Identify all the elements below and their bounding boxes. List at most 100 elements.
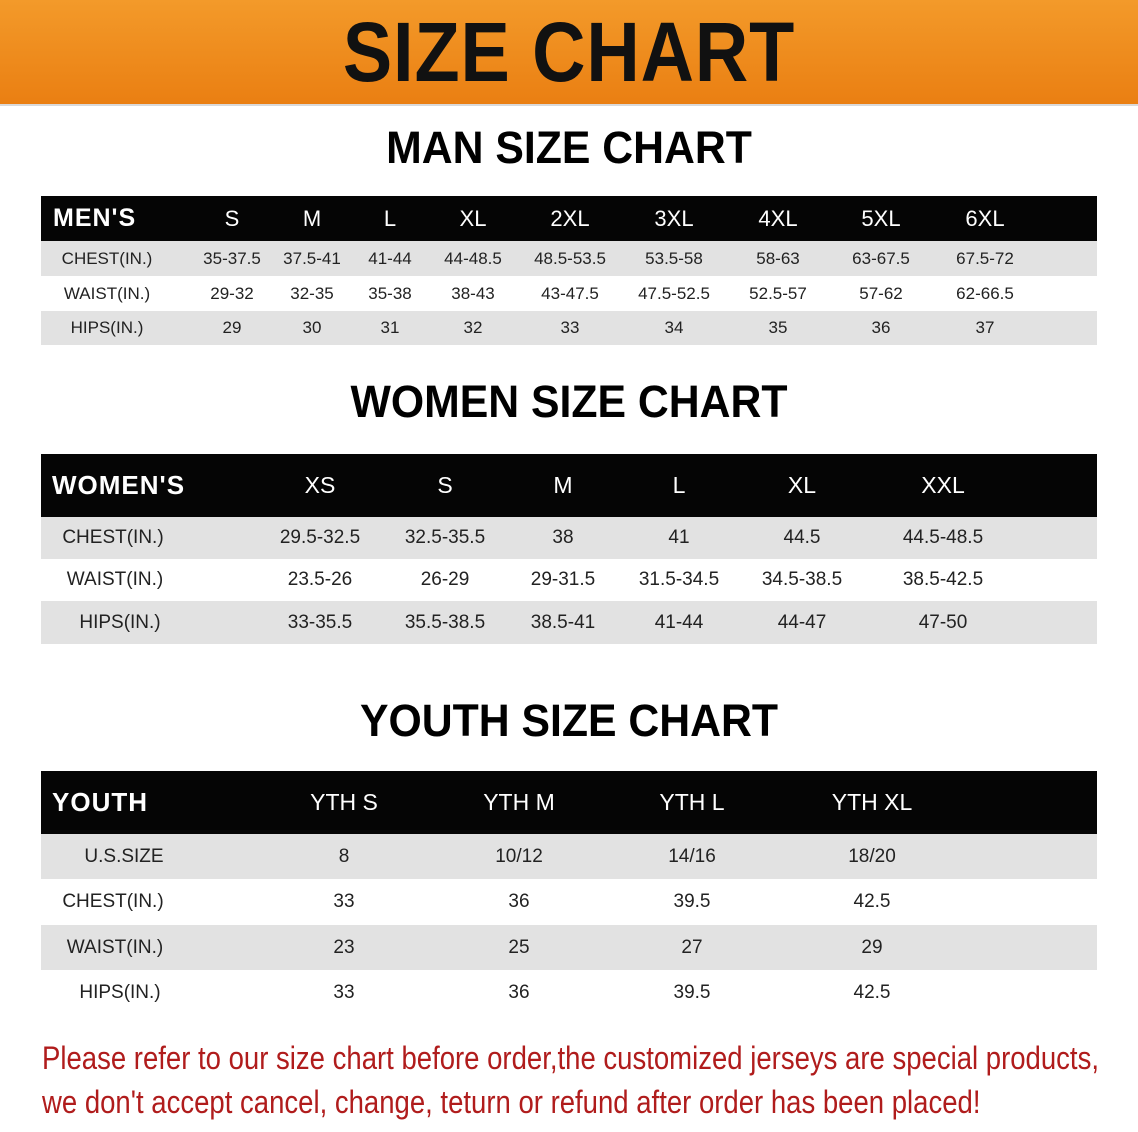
measurement-value: 53.5-58 [645,249,703,268]
order-notice: Please refer to our size chart before or… [42,1036,1099,1124]
size-column-header: 6XL [965,206,1005,231]
measurement-value: 8 [338,846,350,867]
measurement-value: 36 [871,318,891,337]
size-column-header: M [553,472,573,498]
measurement-value: 63-67.5 [852,249,910,268]
measurement-value: 38.5-41 [530,612,596,633]
banner-title: SIZE CHART [342,5,796,99]
measurement-value: 18/20 [848,846,896,867]
table-row: CHEST(IN.) 29.5-32.5 32.5-35.5 38 41 44.5 44.5… [41,517,1097,559]
measurement-value: 44-48.5 [444,249,502,268]
measurement-label: U.S.SIZE [84,846,164,867]
measurement-value: 32 [463,318,483,337]
size-column-header: XS [304,472,336,498]
youth-header-row: YOUTH YTH S YTH M YTH L YTH XL [41,771,1097,834]
measurement-value: 31.5-34.5 [638,569,720,590]
measurement-value: 37 [975,318,995,337]
size-column-header: 2XL [550,206,590,231]
table-row: WAIST(IN.) 29-32 32-35 35-38 38-43 43-47.5 47.… [41,276,1097,311]
measurement-value: 47.5-52.5 [638,284,710,303]
size-column-header: XL [459,206,487,231]
measurement-value: 35-38 [368,284,412,303]
notice-line-1: Please refer to our size chart before or… [42,1040,1099,1076]
measurement-value: 37.5-41 [283,249,341,268]
measurement-value: 39.5 [673,982,711,1003]
measurement-value: 33 [333,891,355,912]
table-row: CHEST(IN.) 33 36 39.5 42.5 [41,879,1097,925]
measurement-value: 31 [380,318,400,337]
size-column-header: XXL [921,472,965,498]
measurement-value: 43-47.5 [541,284,599,303]
measurement-value: 42.5 [853,891,891,912]
measurement-value: 41-44 [368,249,412,268]
measurement-value: 29 [222,318,242,337]
measurement-value: 39.5 [673,891,711,912]
notice-line-2: we don't accept cancel, change, teturn o… [42,1084,981,1120]
measurement-label: WAIST(IN.) [63,284,151,303]
measurement-value: 33 [560,318,580,337]
men-size-table: MEN'S S M L XL 2XL 3XL 4XL 5XL 6XL CHEST(IN.) 35-37… [41,196,1097,345]
table-row: WAIST(IN.) 23 25 27 29 [41,925,1097,970]
measurement-value: 34.5-38.5 [761,569,843,590]
table-corner-label: MEN'S [53,204,137,232]
measurement-value: 41 [668,527,690,548]
measurement-value: 35 [768,318,788,337]
measurement-value: 29-31.5 [530,569,596,590]
measurement-value: 36 [508,982,530,1003]
men-section-title: MAN SIZE CHART [386,122,752,173]
measurement-value: 35.5-38.5 [404,612,486,633]
measurement-value: 23 [333,937,355,958]
size-column-header: YTH L [659,789,725,815]
measurement-value: 52.5-57 [749,284,807,303]
size-column-header: 3XL [654,206,694,231]
size-column-header: 4XL [758,206,798,231]
measurement-value: 44.5 [783,527,821,548]
measurement-value: 25 [508,937,530,958]
youth-section-title: YOUTH SIZE CHART [359,695,778,746]
measurement-label: CHEST(IN.) [62,527,164,548]
measurement-value: 57-62 [859,284,903,303]
measurement-value: 42.5 [853,982,891,1003]
measurement-value: 67.5-72 [956,249,1014,268]
measurement-value: 44.5-48.5 [902,527,984,548]
women-size-table: WOMEN'S XS S M L XL XXL CHEST(IN.) 29.5-32.5 32.5… [41,454,1097,644]
table-row: CHEST(IN.) 35-37.5 37.5-41 41-44 44-48.5 48.5… [41,241,1097,276]
measurement-value: 33-35.5 [287,612,353,633]
table-corner-label: YOUTH [52,787,148,817]
measurement-value: 36 [508,891,530,912]
table-row: WAIST(IN.) 23.5-26 26-29 29-31.5 31.5-34.5 34… [41,559,1097,601]
measurement-label: WAIST(IN.) [66,569,164,590]
measurement-value: 48.5-53.5 [534,249,606,268]
size-column-header: YTH XL [831,789,913,815]
measurement-value: 44-47 [777,612,827,633]
measurement-value: 32-35 [290,284,334,303]
measurement-value: 23.5-26 [287,569,353,590]
measurement-label: WAIST(IN.) [66,937,164,958]
table-corner-label: WOMEN'S [52,470,186,500]
measurement-value: 27 [681,937,703,958]
measurement-value: 41-44 [654,612,704,633]
measurement-value: 58-63 [756,249,800,268]
measurement-label: CHEST(IN.) [62,891,164,912]
measurement-value: 29.5-32.5 [279,527,361,548]
measurement-label: HIPS(IN.) [70,318,144,337]
table-row: HIPS(IN.) 29 30 31 32 33 34 35 36 37 [41,311,1097,345]
measurement-value: 32.5-35.5 [404,527,486,548]
size-column-header: S [224,206,240,231]
size-column-header: M [302,206,322,231]
measurement-value: 62-66.5 [956,284,1014,303]
size-column-header: YTH S [310,789,378,815]
measurement-label: HIPS(IN.) [79,612,161,633]
men-header-row: MEN'S S M L XL 2XL 3XL 4XL 5XL 6XL [41,196,1097,241]
measurement-label: HIPS(IN.) [79,982,161,1003]
measurement-value: 38-43 [451,284,495,303]
women-section-title: WOMEN SIZE CHART [350,376,788,427]
size-column-header: L [672,472,686,498]
size-column-header: XL [787,472,817,498]
measurement-label: CHEST(IN.) [61,249,153,268]
table-row: U.S.SIZE 8 10/12 14/16 18/20 [41,834,1097,879]
table-row: HIPS(IN.) 33-35.5 35.5-38.5 38.5-41 41-44 44-… [41,601,1097,644]
measurement-value: 38.5-42.5 [902,569,984,590]
size-column-header: L [383,206,397,231]
